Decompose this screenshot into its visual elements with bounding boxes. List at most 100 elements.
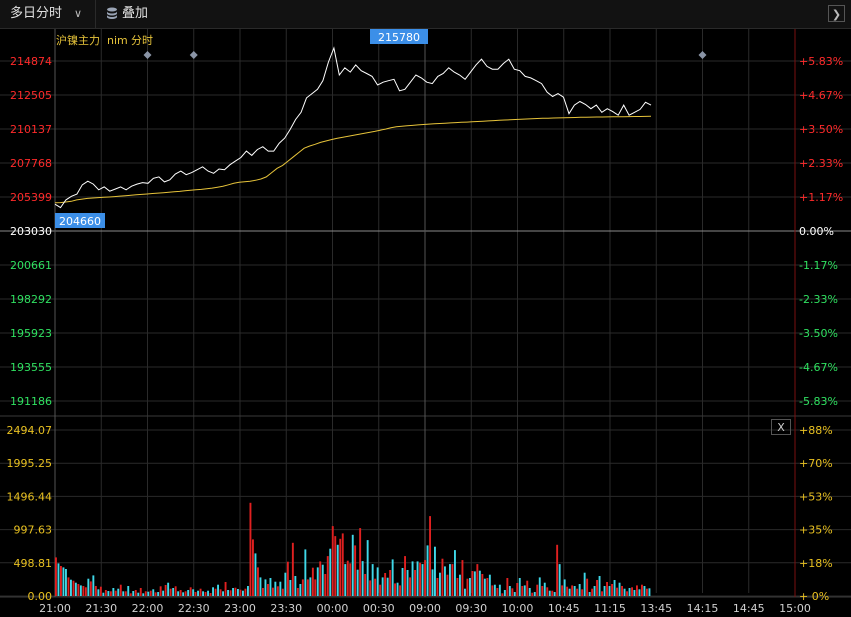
time-tick-label: 10:00 — [502, 602, 534, 615]
volume-bar — [533, 592, 536, 596]
volume-tick-label: 997.63 — [14, 524, 53, 537]
volume-percent-tick-label: +35% — [799, 524, 833, 537]
volume-bar — [503, 590, 506, 596]
volume-bar — [578, 584, 581, 596]
volume-bar — [244, 588, 247, 596]
volume-bar — [122, 591, 125, 596]
volume-bar — [451, 564, 454, 596]
volume-bar — [152, 589, 155, 596]
volume-bar — [404, 556, 406, 596]
volume-bar — [314, 579, 317, 596]
volume-bar — [531, 592, 534, 596]
price-line-path — [54, 46, 652, 209]
time-axis: 21:00 21:30 22:00 22:30 23:00 23:30 00:00 00:30… — [39, 602, 811, 615]
volume-bar — [87, 578, 90, 596]
volume-bar — [97, 589, 100, 596]
price-tick-label: 210137 — [10, 123, 52, 136]
event-markers — [143, 51, 707, 59]
percent-axis-right: +5.83% +4.67% +3.50% +2.33% +1.17% 0.00% -1.17… — [799, 55, 843, 408]
volume-bar — [416, 561, 419, 596]
volume-bar — [426, 545, 429, 596]
volume-bar — [379, 584, 382, 596]
volume-bar — [124, 591, 127, 596]
time-tick-label: 00:30 — [363, 602, 395, 615]
volume-bar — [638, 589, 641, 596]
volume-bar — [409, 577, 411, 596]
volume-bar — [217, 584, 219, 596]
volume-bar — [311, 567, 314, 596]
high-marker-bg — [370, 29, 428, 44]
volume-bar — [72, 580, 75, 596]
volume-bar — [182, 592, 185, 596]
volume-bar — [583, 572, 586, 596]
volume-bar — [469, 578, 471, 596]
volume-bar — [389, 570, 392, 596]
time-tick-label: 14:45 — [733, 602, 765, 615]
volume-bar — [334, 536, 337, 596]
volume-bar — [429, 516, 431, 596]
volume-bar — [364, 574, 367, 596]
volume-bar — [508, 586, 511, 596]
volume-bar — [419, 562, 421, 596]
volume-bar — [613, 580, 616, 596]
volume-bar — [94, 586, 97, 596]
volume-panel-close-button[interactable]: X — [771, 419, 791, 435]
volume-bar — [381, 577, 384, 596]
volume-percent-tick-label: +70% — [799, 457, 833, 470]
volume-bar — [202, 591, 204, 596]
volume-bar — [84, 587, 87, 596]
legend-code: nim — [107, 34, 128, 47]
volume-bar — [424, 560, 426, 596]
volume-bar — [354, 545, 357, 596]
chevron-down-icon: ∨ — [74, 7, 83, 20]
multi-day-mode-dropdown[interactable]: 多日分时 ∨ — [0, 0, 96, 28]
volume-bar — [481, 574, 484, 596]
volume-bar — [119, 584, 122, 596]
volume-bar — [159, 586, 162, 596]
volume-bar — [558, 564, 561, 596]
volume-bar — [346, 560, 349, 596]
volume-bar — [341, 533, 344, 596]
volume-bar — [496, 588, 499, 596]
price-tick-label: 214874 — [10, 55, 52, 68]
volume-bar — [476, 564, 479, 596]
volume-bar — [134, 590, 137, 596]
volume-bar — [366, 540, 369, 596]
time-tick-label: 10:45 — [548, 602, 580, 615]
volume-bar — [114, 590, 117, 596]
volume-percent-tick-label: +88% — [799, 424, 833, 437]
volume-bar — [149, 590, 152, 596]
volume-bar — [286, 561, 289, 596]
database-icon — [107, 7, 117, 19]
volume-bar — [538, 577, 541, 596]
time-tick-label: 21:30 — [85, 602, 117, 615]
volume-bar — [473, 571, 476, 596]
chevron-right-icon[interactable]: ❯ — [828, 5, 845, 22]
overlay-button[interactable]: 叠加 — [106, 0, 148, 28]
volume-tick-label: 2494.07 — [7, 424, 53, 437]
price-tick-label: 191186 — [10, 395, 52, 408]
volume-bar — [274, 581, 277, 596]
volume-percent-tick-label: +53% — [799, 490, 833, 503]
legend-symbol: 沪镍主力 — [56, 33, 100, 47]
volume-bar — [516, 583, 519, 596]
volume-tick-label: 0.00 — [28, 590, 53, 603]
volume-bar — [331, 526, 334, 596]
volume-bar — [513, 592, 516, 596]
volume-bar — [172, 588, 175, 596]
volume-bar — [411, 561, 414, 596]
volume-bar — [92, 575, 95, 596]
volume-bar — [374, 578, 377, 596]
volume-bar — [436, 578, 439, 596]
volume-bar — [446, 574, 449, 596]
volume-bar — [563, 579, 566, 596]
volume-bar — [356, 569, 359, 596]
average-price-line — [54, 115, 652, 204]
volume-bar — [77, 584, 80, 596]
volume-bar — [454, 550, 456, 596]
volume-bar — [55, 557, 57, 596]
volume-bar — [376, 567, 379, 596]
volume-percent-tick-label: +18% — [799, 557, 833, 570]
volume-bar — [573, 586, 576, 596]
volume-bar — [464, 588, 466, 596]
